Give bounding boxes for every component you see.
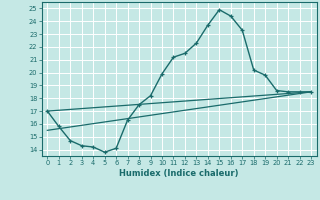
X-axis label: Humidex (Indice chaleur): Humidex (Indice chaleur) [119, 169, 239, 178]
